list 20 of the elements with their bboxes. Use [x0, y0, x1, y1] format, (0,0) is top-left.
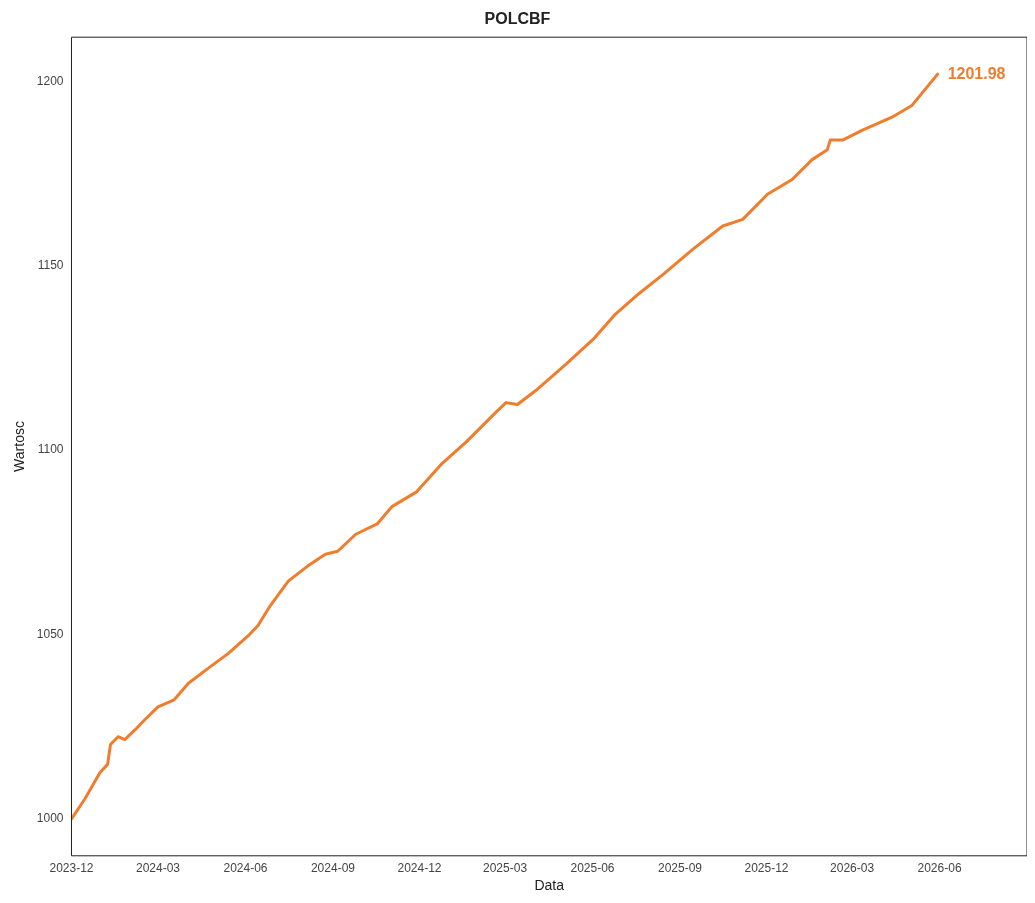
y-tick-label: 1150 — [37, 258, 64, 273]
x-tick-label: 2024-03 — [135, 861, 181, 876]
y-tick-label: 1000 — [36, 811, 64, 826]
y-tick-label: 1100 — [37, 442, 64, 457]
x-tick-label: 2026-03 — [830, 861, 875, 876]
x-tick-label: 2025-03 — [483, 861, 528, 876]
x-tick-label: 2025-12 — [744, 861, 789, 876]
x-tick-label: 2024-12 — [397, 861, 442, 876]
x-tick-label: 2026-06 — [917, 861, 962, 876]
x-tick-label: 2025-09 — [657, 861, 703, 876]
y-tick-label: 1200 — [36, 73, 64, 88]
annotation: 1201.98 — [947, 64, 1006, 82]
x-axis-title: Data — [534, 877, 565, 894]
x-tick-label: 2024-09 — [310, 861, 356, 876]
x-tick-label: 2023-12 — [49, 861, 94, 876]
y-tick-label: 1050 — [36, 626, 64, 641]
y-axis-title: Wartosc — [11, 421, 28, 472]
x-tick-label: 2025-06 — [570, 861, 615, 876]
x-tick-label: 2024-06 — [223, 861, 268, 876]
chart-title: POLCBF — [484, 10, 551, 28]
